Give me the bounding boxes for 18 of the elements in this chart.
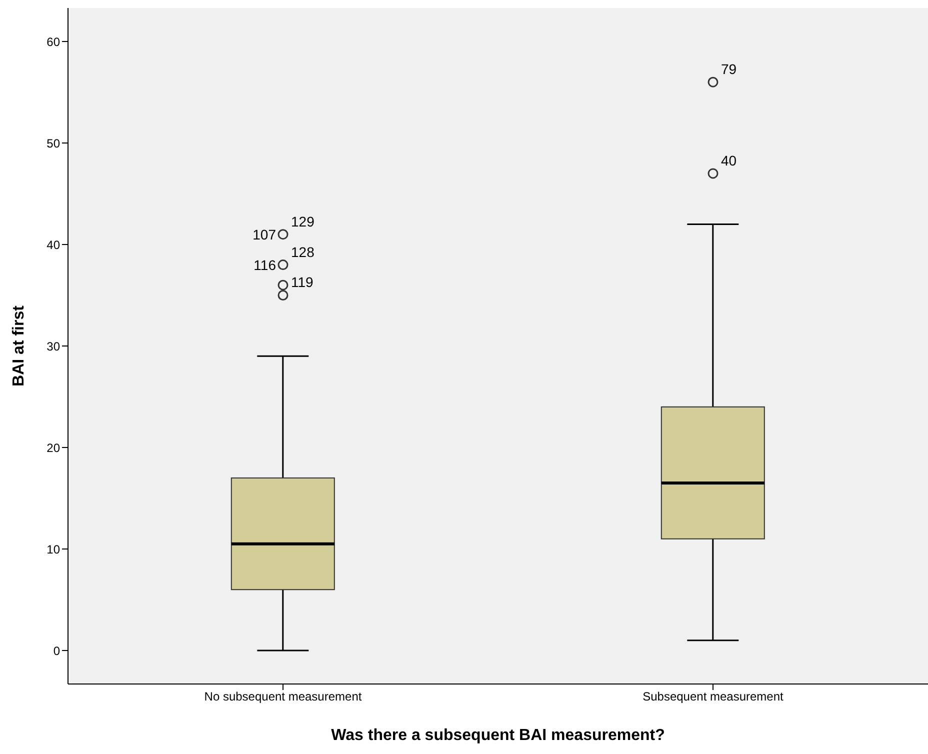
annotation: 107	[252, 226, 276, 242]
y-axis-title: BAI at first	[10, 304, 28, 386]
y-tick-label: 30	[46, 339, 60, 354]
x-tick-label: No subsequent measurement	[204, 690, 362, 704]
annotation: 129	[291, 213, 315, 230]
x-axis-title: Was there a subsequent BAI measurement?	[331, 727, 665, 744]
x-tick-label: Subsequent measurement	[642, 690, 784, 704]
annotation: 40	[721, 152, 737, 168]
y-tick-label: 40	[46, 238, 60, 252]
annotation: 116	[254, 256, 276, 273]
annotation: 119	[291, 274, 314, 290]
y-tick-label: 50	[46, 136, 60, 150]
y-tick-label: 20	[46, 440, 60, 455]
y-tick-label: 0	[53, 644, 60, 658]
annotation: 79	[721, 61, 737, 78]
annotation: 128	[291, 244, 315, 260]
y-tick-label: 10	[46, 542, 60, 556]
y-tick-label: 60	[46, 34, 60, 49]
